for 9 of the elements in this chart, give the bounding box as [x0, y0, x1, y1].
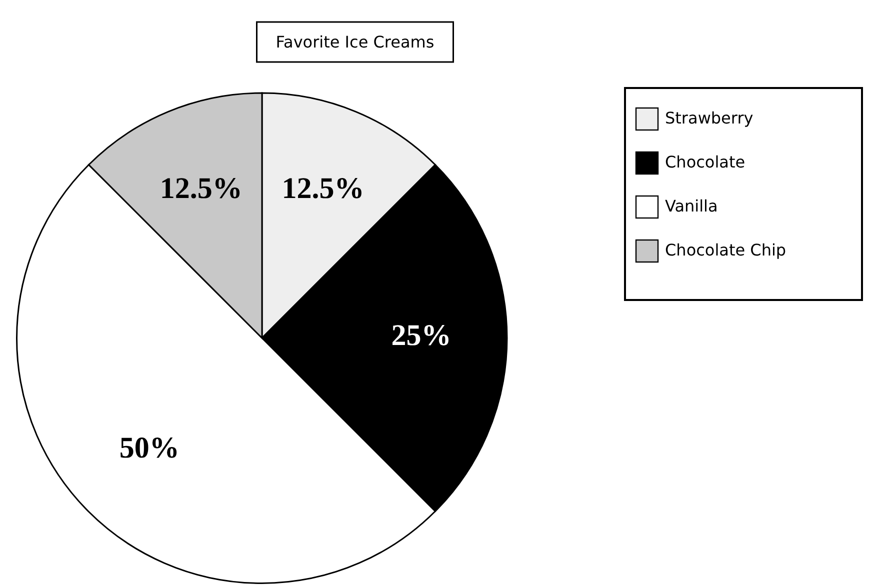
data-label: 25% [391, 318, 452, 352]
chart-title: Favorite Ice Creams [276, 32, 434, 52]
legend-label: Chocolate Chip [665, 240, 786, 260]
data-label: 50% [119, 431, 180, 464]
legend-label: Vanilla [665, 196, 718, 216]
data-label: 12.5% [160, 172, 242, 205]
legend-label: Chocolate [665, 152, 746, 172]
data-label: 12.5% [282, 172, 364, 205]
legend-label: Strawberry [665, 108, 754, 128]
